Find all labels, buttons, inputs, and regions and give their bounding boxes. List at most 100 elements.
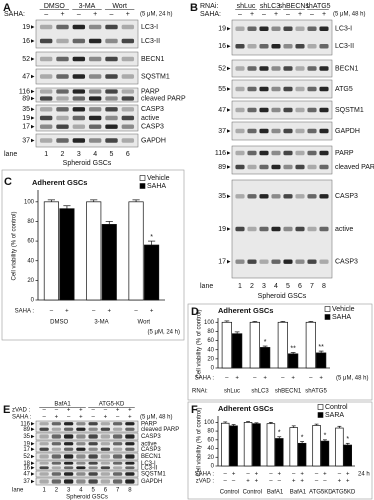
mw-arrow: [31, 427, 35, 432]
lane-number: 4: [79, 488, 83, 494]
significance: **: [290, 345, 296, 352]
blot: [35, 51, 139, 67]
x-tick-label: ATG5KD: [332, 490, 356, 496]
protein-label: cleaved PARP: [335, 164, 374, 171]
treatment-cell: –: [91, 408, 95, 414]
band: [283, 226, 293, 232]
blot: [231, 145, 333, 175]
condition-note: (5 μM, 24 h): [148, 330, 180, 336]
band: [125, 434, 135, 439]
band: [51, 442, 62, 446]
band: [271, 259, 281, 264]
band: [319, 150, 329, 156]
band: [112, 447, 123, 451]
band: [88, 107, 102, 112]
band: [72, 124, 86, 129]
band: [125, 472, 135, 476]
band: [39, 479, 49, 484]
band: [125, 447, 135, 451]
blot: [35, 440, 139, 453]
significance: *: [278, 430, 281, 437]
blot: [231, 100, 333, 120]
treatment-cell: +: [79, 408, 83, 414]
group-header: ATG5-KD: [99, 402, 125, 408]
error-bar: [323, 439, 327, 442]
row-label: zVAD :: [196, 479, 215, 485]
mw-label: 37: [23, 479, 30, 485]
band: [39, 447, 49, 451]
treatment-cell: –: [42, 408, 46, 414]
condition-note: (5 μM, 48 h): [336, 376, 368, 382]
lane-number: 5: [91, 488, 95, 494]
band: [72, 38, 86, 44]
band: [56, 74, 69, 79]
lane-number: 6: [298, 283, 302, 290]
band: [63, 434, 74, 439]
band: [307, 44, 317, 49]
lane-label: lane: [200, 283, 213, 290]
protein-label: GAPDH: [335, 128, 360, 135]
treatment-cell: +: [55, 415, 59, 421]
band: [88, 74, 102, 79]
treatment-cell: –: [67, 415, 71, 421]
band: [72, 96, 86, 101]
band: [88, 56, 102, 62]
band: [319, 259, 329, 264]
band: [271, 164, 281, 170]
x-tick-label: Control: [243, 490, 262, 496]
bar: [232, 333, 243, 369]
band: [39, 24, 53, 30]
treatment-cell: +: [274, 11, 278, 18]
band: [235, 86, 245, 92]
blot: [231, 79, 333, 99]
bar: [243, 422, 253, 467]
band: [112, 461, 123, 465]
y-tick-label: 80: [27, 219, 34, 225]
band: [56, 115, 69, 121]
band: [125, 461, 135, 465]
treatment-cell: –: [91, 415, 95, 421]
band: [247, 66, 257, 71]
x-tick-label: shATG5: [305, 389, 327, 395]
row-cell: +: [246, 479, 250, 485]
blot: [35, 133, 139, 148]
band: [259, 66, 269, 71]
mw-arrow: [227, 44, 231, 49]
bar: [312, 425, 321, 467]
x-tick-label: shLuc: [224, 389, 240, 395]
legend-swatch: [324, 314, 331, 320]
row-cell: +: [323, 472, 327, 478]
treatment-cell: –: [116, 415, 120, 421]
mw-arrow: [31, 74, 35, 79]
bar: [43, 201, 59, 301]
protein-label: LC3-I: [141, 24, 158, 31]
band: [63, 472, 74, 476]
band: [39, 115, 53, 121]
band: [76, 479, 86, 484]
band: [88, 24, 102, 30]
band: [319, 26, 329, 31]
protein-label: SQSTM1: [141, 472, 166, 478]
bar: [277, 321, 288, 369]
mw-arrow: [227, 87, 231, 91]
band: [63, 422, 74, 426]
x-tick-label: ATG5KD: [309, 490, 333, 496]
treatment-cell: +: [93, 11, 97, 18]
band: [235, 44, 245, 49]
mw-label: 35: [22, 106, 30, 113]
lane-number: 5: [110, 151, 114, 158]
row-cell: –: [309, 376, 313, 382]
y-tick-label: 100: [24, 199, 35, 205]
band: [307, 66, 317, 71]
mw-label: 19: [23, 441, 30, 447]
mw-arrow: [227, 66, 231, 71]
band: [319, 128, 329, 134]
protein-label: PARP: [141, 421, 157, 427]
blot: [35, 68, 139, 85]
y-tick-label: 0: [31, 298, 35, 304]
protein-label: LC3-I: [141, 461, 156, 467]
row-cell: +: [300, 472, 304, 478]
band: [88, 434, 98, 439]
mw-arrow: [227, 26, 231, 31]
treatment-cell: –: [55, 408, 59, 414]
